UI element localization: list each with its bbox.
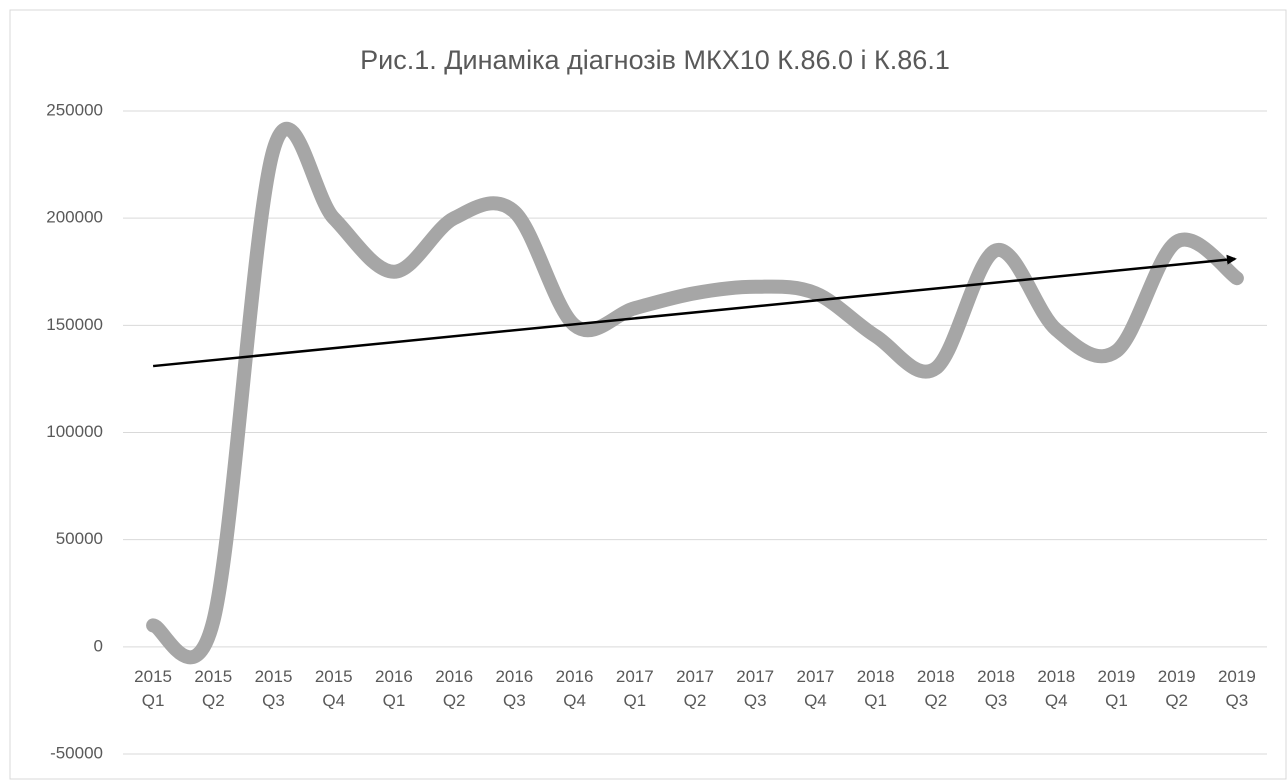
y-tick-label: 200000 (46, 208, 103, 227)
x-tick-label: 2015 Q4 (314, 666, 353, 710)
x-tick-label: 2016 Q3 (495, 666, 534, 710)
x-tick-label: 2015 Q1 (134, 666, 172, 710)
x-tick-label: 2019 Q1 (1097, 666, 1136, 710)
x-tick-label: 2016 Q4 (555, 666, 594, 710)
x-tick-label: 2016 Q1 (375, 666, 413, 710)
x-tick-label: 2017 Q1 (615, 666, 654, 710)
y-tick-label: 50000 (56, 529, 103, 548)
x-tick-label: 2017 Q2 (676, 666, 714, 710)
y-tick-label: -50000 (50, 743, 103, 762)
x-tick-label: 2019 Q3 (1217, 666, 1256, 710)
x-tick-label: 2017 Q4 (796, 666, 835, 710)
data-line (146, 121, 1244, 665)
x-tick-label: 2017 Q3 (736, 666, 775, 710)
y-tick-label: 100000 (46, 422, 103, 441)
x-tick-label: 2018 Q1 (856, 666, 895, 710)
x-tick-label: 2018 Q2 (916, 666, 955, 710)
chart-title: Рис.1. Динаміка діагнозів МКХ10 К.86.0 і… (360, 45, 950, 75)
x-tick-label: 2015 Q3 (254, 666, 293, 710)
x-tick-label: 2015 Q2 (194, 666, 233, 710)
y-tick-label: 150000 (46, 315, 103, 334)
x-tick-label: 2018 Q4 (1037, 666, 1076, 710)
x-tick-label: 2018 Q3 (977, 666, 1015, 710)
y-tick-label: 250000 (46, 100, 103, 119)
chart-border (9, 9, 1287, 780)
x-tick-label: 2019 Q2 (1157, 666, 1196, 710)
x-tick-label: 2016 Q2 (435, 666, 474, 710)
trend-arrow (152, 254, 1237, 368)
y-tick-label: 0 (94, 636, 103, 655)
